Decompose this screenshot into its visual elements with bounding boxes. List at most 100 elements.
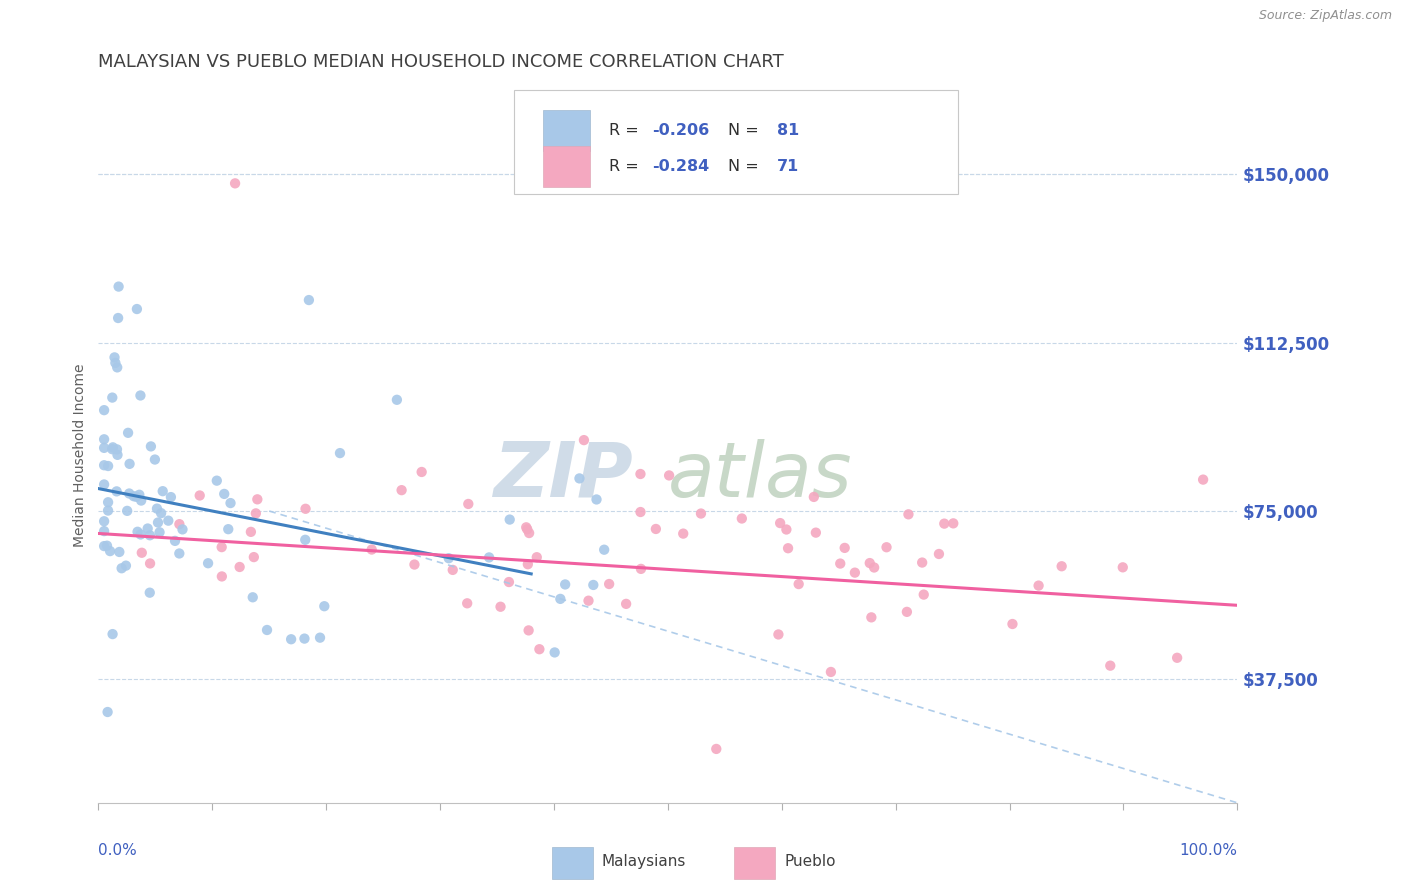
Y-axis label: Median Household Income: Median Household Income — [73, 363, 87, 547]
FancyBboxPatch shape — [734, 847, 775, 879]
Point — [246, 492, 269, 507]
Point — [942, 516, 965, 531]
Point — [644, 522, 666, 536]
Point — [309, 631, 332, 645]
Point — [125, 301, 148, 316]
Text: Source: ZipAtlas.com: Source: ZipAtlas.com — [1258, 9, 1392, 22]
Point — [136, 522, 159, 536]
Point — [143, 452, 166, 467]
Point — [1099, 658, 1122, 673]
Point — [934, 516, 956, 531]
Point — [105, 484, 128, 499]
Point — [219, 496, 242, 510]
Point — [125, 490, 148, 504]
Point — [860, 610, 883, 624]
Point — [129, 493, 152, 508]
Point — [115, 504, 138, 518]
Point — [360, 542, 382, 557]
Point — [118, 457, 141, 471]
Point — [108, 545, 131, 559]
Text: Malaysians: Malaysians — [602, 855, 686, 870]
Point — [101, 627, 124, 641]
Point — [115, 558, 138, 573]
Point — [157, 514, 180, 528]
Point — [456, 596, 478, 610]
Point — [256, 623, 278, 637]
Point — [96, 539, 118, 553]
Text: ZIP: ZIP — [494, 439, 634, 513]
Text: -0.284: -0.284 — [652, 159, 709, 174]
Point — [139, 528, 162, 542]
Point — [1192, 473, 1215, 487]
Point — [122, 489, 145, 503]
Point — [568, 471, 591, 485]
Point — [97, 503, 120, 517]
Point — [803, 490, 825, 504]
Point — [146, 516, 169, 530]
Point — [1001, 617, 1024, 632]
Point — [105, 360, 128, 375]
Point — [148, 525, 170, 540]
Point — [228, 560, 250, 574]
Point — [690, 507, 713, 521]
Point — [550, 591, 572, 606]
Point — [169, 517, 191, 532]
Point — [859, 556, 882, 570]
Point — [787, 577, 810, 591]
Point — [93, 524, 115, 538]
Point — [593, 542, 616, 557]
Point — [245, 507, 267, 521]
Point — [554, 577, 576, 591]
Point — [107, 311, 129, 326]
Point — [129, 388, 152, 402]
Point — [127, 524, 149, 539]
Point — [314, 599, 336, 614]
Point — [131, 546, 153, 560]
Point — [630, 467, 652, 481]
Point — [93, 458, 115, 473]
FancyBboxPatch shape — [515, 90, 959, 194]
Point — [526, 550, 548, 565]
Point — [139, 585, 162, 599]
Point — [499, 512, 522, 526]
Point — [912, 588, 935, 602]
Text: MALAYSIAN VS PUEBLO MEDIAN HOUSEHOLD INCOME CORRELATION CHART: MALAYSIAN VS PUEBLO MEDIAN HOUSEHOLD INC… — [98, 54, 785, 71]
Point — [97, 705, 120, 719]
Point — [197, 556, 219, 570]
Point — [93, 539, 115, 553]
Point — [160, 490, 183, 504]
Text: N =: N = — [728, 159, 763, 174]
Point — [239, 524, 262, 539]
Point — [804, 525, 827, 540]
Point — [578, 593, 600, 607]
Point — [911, 556, 934, 570]
Point — [820, 665, 842, 679]
Point — [731, 511, 754, 525]
Point — [152, 484, 174, 499]
Point — [107, 279, 129, 293]
Point — [105, 442, 128, 457]
Point — [897, 508, 920, 522]
Point — [498, 575, 520, 590]
Point — [211, 540, 233, 554]
Point — [128, 488, 150, 502]
Point — [93, 514, 115, 528]
Point — [97, 458, 120, 473]
Point — [658, 468, 681, 483]
Point — [224, 177, 246, 191]
Point — [294, 632, 316, 646]
Point — [243, 550, 266, 565]
Point — [844, 566, 866, 580]
Point — [93, 441, 115, 455]
Point — [98, 544, 121, 558]
Point — [107, 448, 129, 462]
Point — [93, 432, 115, 446]
Point — [582, 578, 605, 592]
Point — [150, 506, 173, 520]
Point — [834, 541, 856, 555]
Point — [830, 557, 852, 571]
Point — [1028, 578, 1050, 592]
Point — [1112, 560, 1135, 574]
Point — [97, 495, 120, 509]
Text: R =: R = — [609, 122, 644, 137]
